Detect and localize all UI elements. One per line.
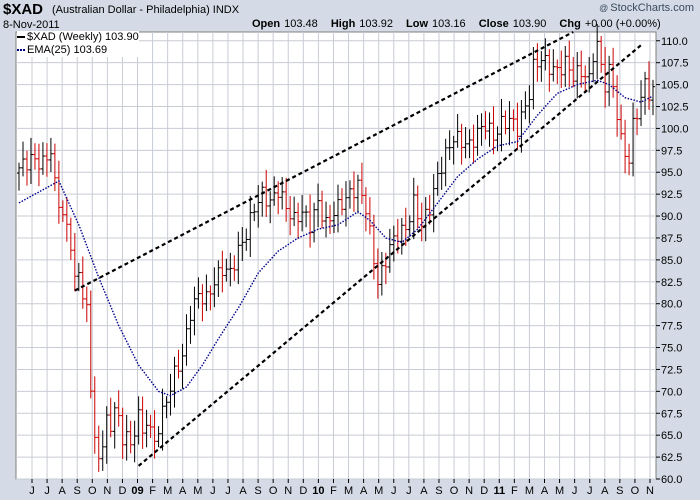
legend-price-swatch [17, 36, 25, 39]
y-tick-label: 60.0 [661, 474, 682, 486]
x-tick-label: J [44, 485, 50, 497]
x-tick-label: N [646, 485, 654, 497]
x-tick-label: F [149, 485, 156, 497]
close-value: 103.90 [512, 18, 547, 30]
x-tick-label: 09 [131, 485, 143, 497]
ticker-symbol: $XAD [3, 1, 44, 18]
y-tick-label: 85.0 [661, 255, 682, 267]
x-tick-label: 11 [493, 485, 505, 497]
x-tick-label: O [269, 485, 278, 497]
chart-header: $XAD (Australian Dollar - Philadelphia) … [0, 0, 700, 32]
x-tick-label: J [210, 485, 216, 497]
x-tick-label: J [587, 485, 593, 497]
chart-legend: $XAD (Weekly) 103.90 EMA(25) 103.69 [17, 31, 139, 57]
high-label: High [330, 18, 356, 30]
x-tick-label: A [601, 485, 609, 497]
watermark-text: StockCharts.com [610, 2, 694, 14]
y-tick-label: 105.0 [661, 80, 689, 92]
x-tick-label: S [435, 485, 442, 497]
x-tick-label: A [360, 485, 368, 497]
chart-date: 8-Nov-2011 [3, 19, 60, 31]
x-tick-label: M [344, 485, 353, 497]
x-tick-label: J [572, 485, 578, 497]
legend-ema: EMA(25) 103.69 [17, 44, 139, 57]
chg-label: Chg [559, 18, 581, 30]
x-tick-label: D [480, 485, 488, 497]
y-tick-label: 72.5 [661, 364, 682, 376]
y-tick-label: 77.5 [661, 321, 682, 333]
legend-price-label: $XAD (Weekly) 103.90 [27, 31, 139, 43]
x-tick-label: A [58, 485, 66, 497]
x-tick-label: J [29, 485, 35, 497]
low-value: 103.16 [432, 18, 466, 30]
high-value: 103.92 [359, 18, 393, 30]
y-tick-label: 97.5 [661, 145, 682, 157]
x-tick-label: A [239, 485, 247, 497]
x-tick-label: M [525, 485, 534, 497]
x-tick-label: O [631, 485, 640, 497]
x-tick-label: A [420, 485, 428, 497]
open-label: Open [252, 18, 281, 30]
x-tick-label: M [374, 485, 383, 497]
legend-ema-swatch [17, 49, 25, 52]
x-tick-label: N [465, 485, 473, 497]
y-tick-label: 62.5 [661, 452, 682, 464]
stockcharts-watermark: @ StockCharts.com [599, 2, 694, 14]
x-tick-label: M [193, 485, 202, 497]
x-tick-label: N [103, 485, 111, 497]
x-tick-label: A [179, 485, 187, 497]
x-tick-label: S [254, 485, 261, 497]
x-tick-label: S [74, 485, 81, 497]
y-tick-label: 102.5 [661, 102, 689, 114]
y-tick-label: 80.0 [661, 299, 682, 311]
y-tick-label: 92.5 [661, 189, 682, 201]
x-tick-label: M [163, 485, 172, 497]
ohlc-readout: Open 103.48 High 103.92 Low 103.16 Close 103… [252, 18, 661, 30]
legend-ema-label: EMA(25) 103.69 [27, 44, 108, 56]
x-tick-label: F [330, 485, 337, 497]
x-tick-label: M [555, 485, 564, 497]
y-tick-label: 70.0 [661, 386, 682, 398]
x-tick-label: O [450, 485, 459, 497]
x-tick-label: J [225, 485, 231, 497]
x-tick-label: A [541, 485, 549, 497]
low-label: Low [406, 18, 429, 30]
y-tick-label: 95.0 [661, 167, 682, 179]
x-tick-label: S [616, 485, 623, 497]
y-tick-label: 90.0 [661, 211, 682, 223]
x-tick-label: N [284, 485, 292, 497]
y-tick-label: 110.0 [661, 36, 688, 48]
close-label: Close [478, 18, 509, 30]
y-tick-label: 82.5 [661, 277, 682, 289]
x-tick-label: D [118, 485, 126, 497]
x-tick-label: O [88, 485, 97, 497]
open-value: 103.48 [284, 18, 318, 30]
x-tick-label: J [391, 485, 397, 497]
trendline [137, 44, 642, 467]
y-tick-label: 100.0 [661, 123, 689, 135]
y-tick-label: 65.0 [661, 430, 682, 442]
x-tick-label: 10 [312, 485, 324, 497]
legend-price: $XAD (Weekly) 103.90 [17, 31, 139, 44]
x-tick-label: D [299, 485, 307, 497]
y-tick-label: 107.5 [661, 58, 689, 70]
trendline [74, 31, 574, 292]
chg-value: +0.00 (+0.00%) [584, 18, 661, 30]
y-tick-label: 75.0 [661, 343, 682, 355]
copyright-icon: @ [599, 3, 609, 13]
x-tick-label: F [511, 485, 518, 497]
instrument-description: (Australian Dollar - Philadelphia) INDX [52, 4, 240, 16]
y-tick-label: 87.5 [661, 233, 682, 245]
y-tick-label: 67.5 [661, 408, 682, 420]
x-tick-label: J [406, 485, 412, 497]
